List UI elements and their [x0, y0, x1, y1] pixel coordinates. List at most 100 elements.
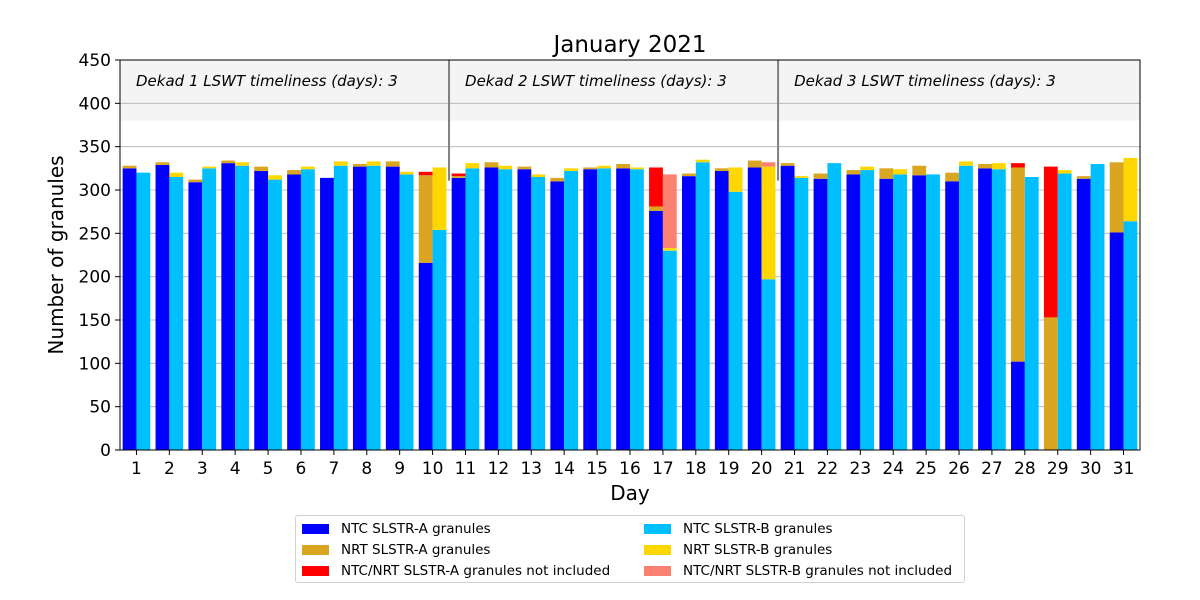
bar-segment	[333, 161, 348, 166]
y-tick-label: 450	[79, 51, 111, 71]
legend-label: NRT SLSTR-A granules	[341, 542, 491, 558]
bar-segment	[1043, 317, 1058, 450]
bar-segment	[860, 166, 875, 171]
y-axis-label: Number of granules	[44, 155, 68, 354]
bar-segment	[451, 173, 466, 177]
bar-segment	[991, 169, 1006, 450]
legend-swatch	[302, 566, 329, 576]
bar-segment	[155, 164, 170, 450]
bar-segment	[122, 168, 137, 451]
bar-segment	[451, 177, 466, 450]
y-tick-label: 300	[79, 181, 111, 201]
legend-item-ntc-slstr-a: NTC SLSTR-A granules	[302, 521, 491, 537]
bar-segment	[695, 159, 710, 163]
bar-segment	[747, 160, 762, 168]
bar-segment	[846, 174, 861, 450]
bar-segment	[366, 165, 381, 450]
bar-segment	[1109, 162, 1124, 233]
bar-segment	[597, 168, 611, 451]
y-tick-label: 400	[79, 94, 111, 114]
x-tick-label: 8	[361, 459, 372, 479]
x-tick-label: 26	[948, 459, 970, 479]
bar-segment	[1011, 361, 1025, 450]
bar-segment	[714, 168, 729, 171]
x-axis-label: Day	[610, 481, 650, 505]
bar-segment	[432, 167, 447, 230]
x-tick-label: 31	[1113, 459, 1135, 479]
legend-swatch	[302, 524, 329, 534]
bar-segment	[202, 166, 217, 169]
header-band	[120, 60, 1140, 121]
bar-segment	[531, 177, 546, 450]
bar-segment	[1057, 173, 1072, 451]
bar-segment	[221, 160, 236, 164]
x-tick-label: 2	[164, 459, 175, 479]
x-tick-label: 21	[784, 459, 806, 479]
legend-item-nrt-slstr-b: NRT SLSTR-B granules	[644, 542, 832, 558]
x-tick-label: 28	[1014, 459, 1036, 479]
bar-segment	[978, 164, 992, 169]
bar-segment	[451, 176, 466, 178]
bar-segment	[399, 174, 414, 450]
bar-segment	[385, 166, 400, 450]
y-tick-label: 0	[100, 441, 111, 461]
bar-segment	[1123, 221, 1138, 450]
bar-segment	[333, 165, 348, 450]
bar-segment	[268, 179, 282, 450]
bar-segment	[991, 163, 1006, 170]
bar-segment	[418, 175, 433, 263]
legend-swatch	[644, 566, 671, 576]
bar-segment	[662, 248, 677, 251]
x-tick-label: 4	[230, 459, 241, 479]
x-tick-label: 5	[263, 459, 274, 479]
bar-segment	[1011, 163, 1025, 168]
legend-label: NTC SLSTR-A granules	[341, 521, 491, 537]
bar-segment	[235, 162, 249, 166]
x-tick-label: 3	[197, 459, 208, 479]
x-tick-label: 22	[817, 459, 839, 479]
bar-segment	[945, 181, 960, 451]
bar-segment	[846, 170, 861, 175]
bar-segment	[959, 165, 973, 450]
bar-segment	[893, 174, 908, 450]
y-tick-label: 250	[79, 224, 111, 244]
legend-item-not-included-slstr-a: NTC/NRT SLSTR-A granules not included	[302, 563, 610, 579]
bar-segment	[681, 173, 696, 177]
bar-segment	[780, 163, 795, 166]
bar-segment	[235, 165, 249, 450]
bar-segment	[1123, 157, 1138, 222]
bar-segment	[432, 229, 447, 450]
dekad-label: Dekad 1 LSWT timeliness (days): 3	[136, 72, 398, 90]
bar-segment	[630, 169, 644, 450]
legend-item-not-included-slstr-b: NTC/NRT SLSTR-B granules not included	[644, 563, 952, 579]
bar-segment	[879, 168, 894, 179]
bar-segment	[583, 169, 598, 450]
x-tick-label: 10	[422, 459, 444, 479]
bar-segment	[385, 161, 400, 167]
bar-segment	[287, 170, 301, 175]
bar-segment	[399, 171, 414, 175]
x-tick-label: 29	[1047, 459, 1069, 479]
bar-segment	[550, 181, 565, 451]
bar-segment	[597, 165, 611, 169]
x-tick-label: 14	[553, 459, 575, 479]
bar-segment	[616, 168, 630, 451]
legend-swatch	[644, 545, 671, 555]
bar-segment	[517, 166, 532, 170]
bar-segment	[1043, 166, 1058, 318]
bar-segment	[188, 179, 203, 183]
legend-item-nrt-slstr-a: NRT SLSTR-A granules	[302, 542, 490, 558]
bar-segment	[780, 165, 795, 450]
x-tick-label: 25	[915, 459, 937, 479]
bar-segment	[583, 167, 598, 170]
bar-segment	[1057, 170, 1072, 174]
y-tick-label: 100	[79, 354, 111, 374]
x-tick-label: 27	[981, 459, 1003, 479]
bar-segment	[1011, 167, 1025, 362]
bar-segment	[813, 178, 828, 450]
x-tick-label: 7	[328, 459, 339, 479]
y-tick-label: 150	[79, 311, 111, 331]
x-tick-label: 11	[455, 459, 477, 479]
bar-segment	[287, 174, 301, 450]
x-tick-label: 1	[131, 459, 142, 479]
